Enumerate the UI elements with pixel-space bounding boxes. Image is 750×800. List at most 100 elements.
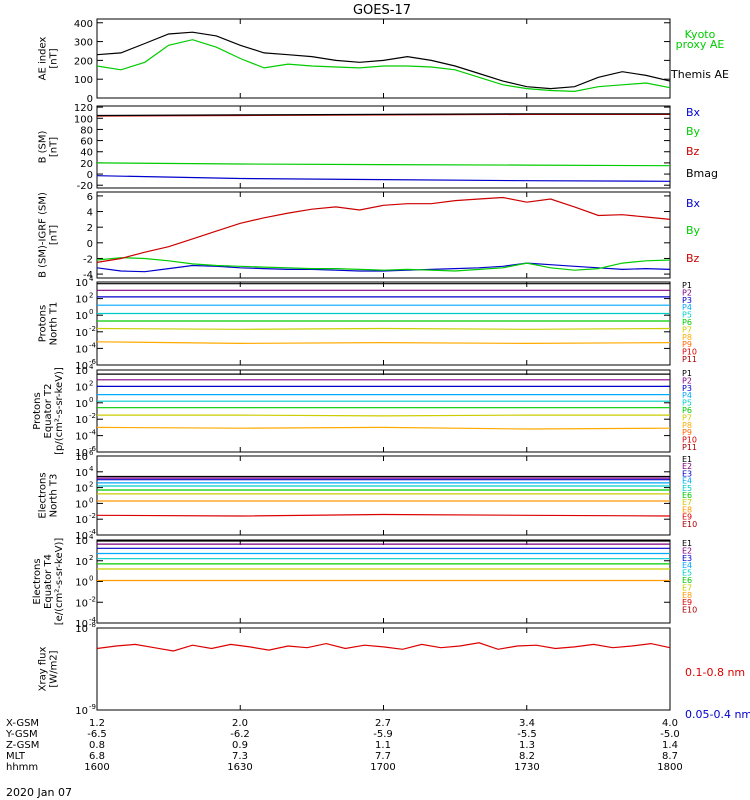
y-axis-label: B (SM) bbox=[38, 130, 49, 163]
panel-frame bbox=[96, 369, 671, 453]
y-tick-label: 10 bbox=[75, 382, 88, 393]
legend-entry: 0.05-0.4 nm bbox=[685, 708, 750, 721]
y-tick-exponent: -4 bbox=[89, 429, 97, 437]
legend-entry: Bx bbox=[686, 106, 701, 119]
legend-entry: E8 bbox=[682, 505, 692, 514]
y-tick-label: 10 bbox=[75, 328, 88, 339]
legend-entry: E6 bbox=[682, 576, 692, 585]
ephemeris-value: 7.3 bbox=[232, 751, 248, 762]
ephemeris-label: X-GSM bbox=[6, 718, 39, 729]
ephemeris-value: -5.0 bbox=[660, 729, 680, 740]
legend-entry: E6 bbox=[682, 491, 692, 500]
ephemeris-value: 8.2 bbox=[519, 751, 535, 762]
y-tick-label: 80 bbox=[80, 125, 93, 136]
y-axis-label: Equator T2 bbox=[43, 384, 54, 439]
legend-entry: E2 bbox=[682, 546, 692, 555]
ephemeris-value: 1630 bbox=[227, 762, 252, 773]
y-axis-label: B (SM)-IGRF (SM) bbox=[38, 192, 49, 278]
y-tick-exponent: -6 bbox=[89, 445, 97, 453]
y-tick-label: 0 bbox=[87, 239, 93, 250]
ephemeris-value: 8.7 bbox=[662, 751, 678, 762]
y-tick-exponent: 4 bbox=[89, 465, 94, 473]
legend-entry: E5 bbox=[682, 569, 692, 578]
y-tick-label: 300 bbox=[74, 38, 93, 49]
ephemeris-value: 0.9 bbox=[232, 740, 248, 751]
legend-entry: E4 bbox=[682, 561, 692, 570]
ephemeris-value: 1.4 bbox=[662, 740, 678, 751]
y-axis-label: [e/(cm²-s-sr-keV)] bbox=[54, 538, 65, 626]
ephemeris-label: Z-GSM bbox=[6, 740, 39, 751]
y-axis-label: Protons bbox=[38, 305, 49, 342]
legend-entry: Bmag bbox=[686, 167, 718, 180]
legend-entry: Bx bbox=[686, 197, 701, 210]
y-tick-label: 10 bbox=[75, 536, 88, 547]
legend-entry: Bz bbox=[686, 252, 700, 265]
legend-entry: P1 bbox=[682, 369, 692, 378]
legend-entry: E3 bbox=[682, 469, 692, 478]
legend-entry: P10 bbox=[682, 348, 697, 357]
legend-entry: P2 bbox=[682, 288, 692, 297]
series-line-bx bbox=[96, 262, 671, 273]
series-line-e9 bbox=[96, 513, 671, 517]
legend-entry: P7 bbox=[682, 413, 692, 422]
panel-frame bbox=[96, 281, 671, 366]
y-tick-exponent: -2 bbox=[89, 412, 96, 420]
ephemeris-value: 0.8 bbox=[89, 740, 105, 751]
y-tick-label: 120 bbox=[74, 103, 93, 114]
y-axis-label: [W/m2] bbox=[49, 650, 60, 687]
y-tick-label: -20 bbox=[77, 181, 93, 192]
y-tick-exponent: 4 bbox=[89, 363, 94, 371]
y-tick-label: 10 bbox=[75, 344, 88, 355]
y-tick-label: 10 bbox=[75, 448, 88, 459]
legend-entry: P4 bbox=[682, 303, 692, 312]
y-tick-label: -4 bbox=[83, 270, 93, 281]
legend-entry: Themis AE bbox=[670, 68, 729, 81]
y-tick-label: 10 bbox=[75, 278, 88, 289]
y-tick-exponent: 2 bbox=[89, 554, 93, 562]
y-tick-label: 200 bbox=[74, 56, 93, 67]
legend-entry: P6 bbox=[682, 318, 692, 327]
y-tick-exponent: -4 bbox=[89, 616, 97, 624]
y-tick-exponent: 2 bbox=[89, 379, 93, 387]
y-tick-exponent: 6 bbox=[89, 449, 94, 457]
panel-frame bbox=[96, 105, 671, 189]
y-tick-label: 10 bbox=[75, 311, 88, 322]
y-tick-label: 10 bbox=[75, 531, 88, 542]
y-tick-label: 10 bbox=[75, 706, 88, 717]
legend-entry: E5 bbox=[682, 484, 692, 493]
ephemeris-value: 1.3 bbox=[519, 740, 535, 751]
y-axis-label: North T1 bbox=[49, 302, 60, 346]
ephemeris-label: MLT bbox=[6, 751, 26, 762]
y-tick-label: 10 bbox=[75, 499, 88, 510]
y-tick-label: 10 bbox=[75, 295, 88, 306]
series-line-bmag bbox=[96, 113, 670, 117]
y-tick-label: 10 bbox=[75, 578, 88, 589]
series-line-by bbox=[96, 162, 671, 167]
ephemeris-value: -6.2 bbox=[230, 729, 250, 740]
y-tick-label: 4 bbox=[87, 208, 93, 219]
y-tick-label: 10 bbox=[75, 452, 88, 463]
ephemeris-value: -6.5 bbox=[87, 729, 107, 740]
series-line-bz bbox=[96, 196, 671, 263]
y-axis-label: AE index bbox=[38, 37, 49, 81]
series-line-themis-ae bbox=[96, 31, 671, 90]
y-tick-label: 20 bbox=[80, 159, 93, 170]
legend-entry: E9 bbox=[682, 598, 692, 607]
legend-entry: 0.1-0.8 nm bbox=[685, 666, 745, 679]
ephemeris-value: 1730 bbox=[514, 762, 539, 773]
series-line-0-1-0-8-nm bbox=[96, 642, 671, 652]
y-tick-label: 60 bbox=[80, 137, 93, 148]
legend-entry: E2 bbox=[682, 462, 692, 471]
y-tick-label: 400 bbox=[74, 19, 93, 30]
y-axis-label: [p/(cm²-s-sr-keV)] bbox=[54, 367, 65, 455]
y-tick-exponent: 2 bbox=[89, 292, 93, 300]
y-tick-label: 10 bbox=[75, 432, 88, 443]
legend-entry: Bz bbox=[686, 145, 700, 158]
legend-entry: P5 bbox=[682, 311, 692, 320]
y-tick-label: 10 bbox=[75, 619, 88, 630]
legend-entry: P1 bbox=[682, 281, 692, 290]
